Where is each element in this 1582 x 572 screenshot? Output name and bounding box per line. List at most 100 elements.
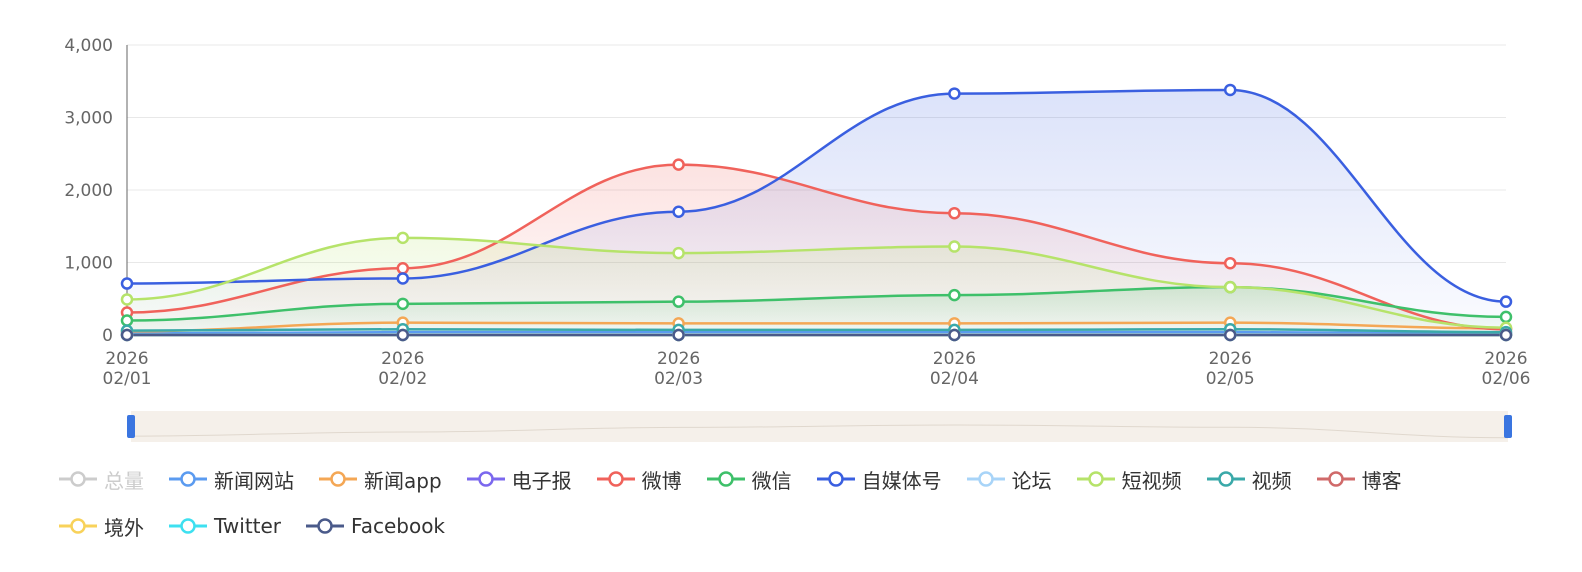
datazoom-handle-right[interactable] xyxy=(1504,415,1512,438)
legend: 总量 新闻网站 新闻app 电子报 微博 微信 自媒体号 论坛 短视频 视频 博客境外 Twitter… xyxy=(58,460,1558,554)
legend-item[interactable]: 短视频 xyxy=(1076,465,1182,494)
legend-marker-icon xyxy=(1206,471,1245,487)
data-point-微信[interactable] xyxy=(396,297,410,311)
data-point-Facebook[interactable] xyxy=(396,328,410,342)
x-tick-date: 02/03 xyxy=(654,369,703,389)
data-point-自媒体号[interactable] xyxy=(396,272,410,285)
y-tick-label: 3,000 xyxy=(64,109,113,129)
legend-marker-icon xyxy=(966,471,1005,487)
legend-item[interactable]: 自媒体号 xyxy=(816,465,942,494)
data-point-微博[interactable] xyxy=(396,262,410,275)
series-line-自媒体号 xyxy=(126,88,1507,303)
series-line-新闻网站 xyxy=(126,330,1507,335)
data-point-Facebook[interactable] xyxy=(1499,328,1513,342)
data-point-微信[interactable] xyxy=(120,314,134,327)
legend-marker-icon xyxy=(169,518,207,534)
data-point-微博[interactable] xyxy=(948,206,961,220)
legend-marker-circle xyxy=(180,471,196,487)
legend-label: 自媒体号 xyxy=(861,468,942,493)
x-tick-year: 2026 xyxy=(1484,349,1527,369)
data-point-微博[interactable] xyxy=(1223,256,1237,270)
x-tick-date: 02/04 xyxy=(930,369,979,389)
x-tick-year: 2026 xyxy=(381,349,424,369)
data-point-Facebook[interactable] xyxy=(120,328,134,342)
data-point-自媒体号[interactable] xyxy=(948,87,961,100)
legend-item[interactable]: 微博 xyxy=(596,465,682,494)
legend-item[interactable]: 境外 xyxy=(58,512,144,541)
data-point-自媒体号[interactable] xyxy=(1223,83,1237,97)
y-tick-label: 1,000 xyxy=(64,254,113,274)
legend-label: 博客 xyxy=(1361,468,1402,493)
series-area-短视频 xyxy=(127,237,1506,335)
series-line-新闻app xyxy=(126,321,1507,333)
legend-row: 总量 新闻网站 新闻app 电子报 微博 微信 自媒体号 论坛 短视频 视频 博客 xyxy=(58,460,1558,498)
legend-item[interactable]: Facebook xyxy=(305,514,445,538)
legend-item[interactable]: 总量 xyxy=(58,465,144,494)
data-point-微信[interactable] xyxy=(1499,310,1513,324)
data-point-自媒体号[interactable] xyxy=(120,277,134,290)
legend-marker-circle xyxy=(70,518,86,534)
legend-label: 境外 xyxy=(104,515,144,540)
legend-label: 总量 xyxy=(104,468,144,493)
y-tick-label: 0 xyxy=(102,326,113,346)
legend-label: 论坛 xyxy=(1011,468,1052,493)
legend-marker-icon xyxy=(706,471,745,487)
legend-marker-icon xyxy=(59,518,97,534)
data-point-Facebook[interactable] xyxy=(672,328,685,342)
legend-marker-circle xyxy=(180,518,196,534)
data-point-自媒体号[interactable] xyxy=(672,205,685,218)
data-point-自媒体号[interactable] xyxy=(1499,295,1513,308)
data-point-短视频[interactable] xyxy=(396,231,410,245)
legend-label: Facebook xyxy=(351,514,446,538)
legend-marker-circle xyxy=(827,471,844,487)
legend-marker-icon xyxy=(319,471,357,487)
data-point-微信[interactable] xyxy=(948,288,961,302)
legend-item[interactable]: 电子报 xyxy=(466,465,572,494)
x-tick-year: 2026 xyxy=(1209,349,1252,369)
data-point-微信[interactable] xyxy=(672,295,685,308)
y-tick-label: 4,000 xyxy=(64,36,113,56)
data-point-微博[interactable] xyxy=(672,158,685,171)
legend-marker-circle xyxy=(477,471,494,487)
legend-label: 微博 xyxy=(641,468,682,493)
x-tick-date: 02/02 xyxy=(378,369,427,389)
legend-marker-circle xyxy=(317,518,333,534)
legend-marker-icon xyxy=(59,471,97,487)
legend-item[interactable]: Twitter xyxy=(168,514,281,538)
legend-label: Twitter xyxy=(214,514,282,538)
legend-item[interactable]: 新闻网站 xyxy=(168,465,294,494)
legend-marker-circle xyxy=(1087,471,1104,487)
plot-area: 01,0002,0003,0004,000202602/01202602/022… xyxy=(64,36,1531,442)
x-tick-year: 2026 xyxy=(105,349,148,369)
legend-label: 视频 xyxy=(1251,468,1292,493)
data-point-短视频[interactable] xyxy=(672,246,685,260)
legend-item[interactable]: 视频 xyxy=(1206,465,1292,494)
data-point-Facebook[interactable] xyxy=(1223,328,1237,342)
legend-marker-circle xyxy=(70,471,86,487)
data-point-短视频[interactable] xyxy=(1223,280,1237,294)
series-line-视频 xyxy=(126,327,1507,334)
data-point-短视频[interactable] xyxy=(948,240,961,253)
series-line-短视频 xyxy=(126,236,1507,329)
legend-marker-circle xyxy=(1327,471,1344,487)
x-tick-date: 02/05 xyxy=(1206,369,1255,389)
legend-marker-circle xyxy=(717,471,734,487)
legend-marker-circle xyxy=(607,471,624,487)
datazoom-shadow xyxy=(130,424,1509,439)
data-point-短视频[interactable] xyxy=(120,293,134,306)
legend-marker-icon xyxy=(816,471,855,487)
legend-label: 电子报 xyxy=(511,468,572,493)
legend-item[interactable]: 新闻app xyxy=(318,465,442,494)
legend-item[interactable]: 论坛 xyxy=(966,465,1052,494)
legend-marker-icon xyxy=(169,471,207,487)
series-line-微博 xyxy=(126,163,1507,331)
data-point-Facebook[interactable] xyxy=(948,328,961,342)
legend-item[interactable]: 微信 xyxy=(706,465,792,494)
legend-marker-icon xyxy=(306,518,345,534)
datazoom-handle-left[interactable] xyxy=(127,415,135,438)
legend-label: 新闻app xyxy=(364,468,442,493)
legend-label: 微信 xyxy=(751,468,792,493)
legend-item[interactable]: 博客 xyxy=(1316,465,1402,494)
x-tick-year: 2026 xyxy=(657,349,700,369)
legend-marker-icon xyxy=(1076,471,1115,487)
